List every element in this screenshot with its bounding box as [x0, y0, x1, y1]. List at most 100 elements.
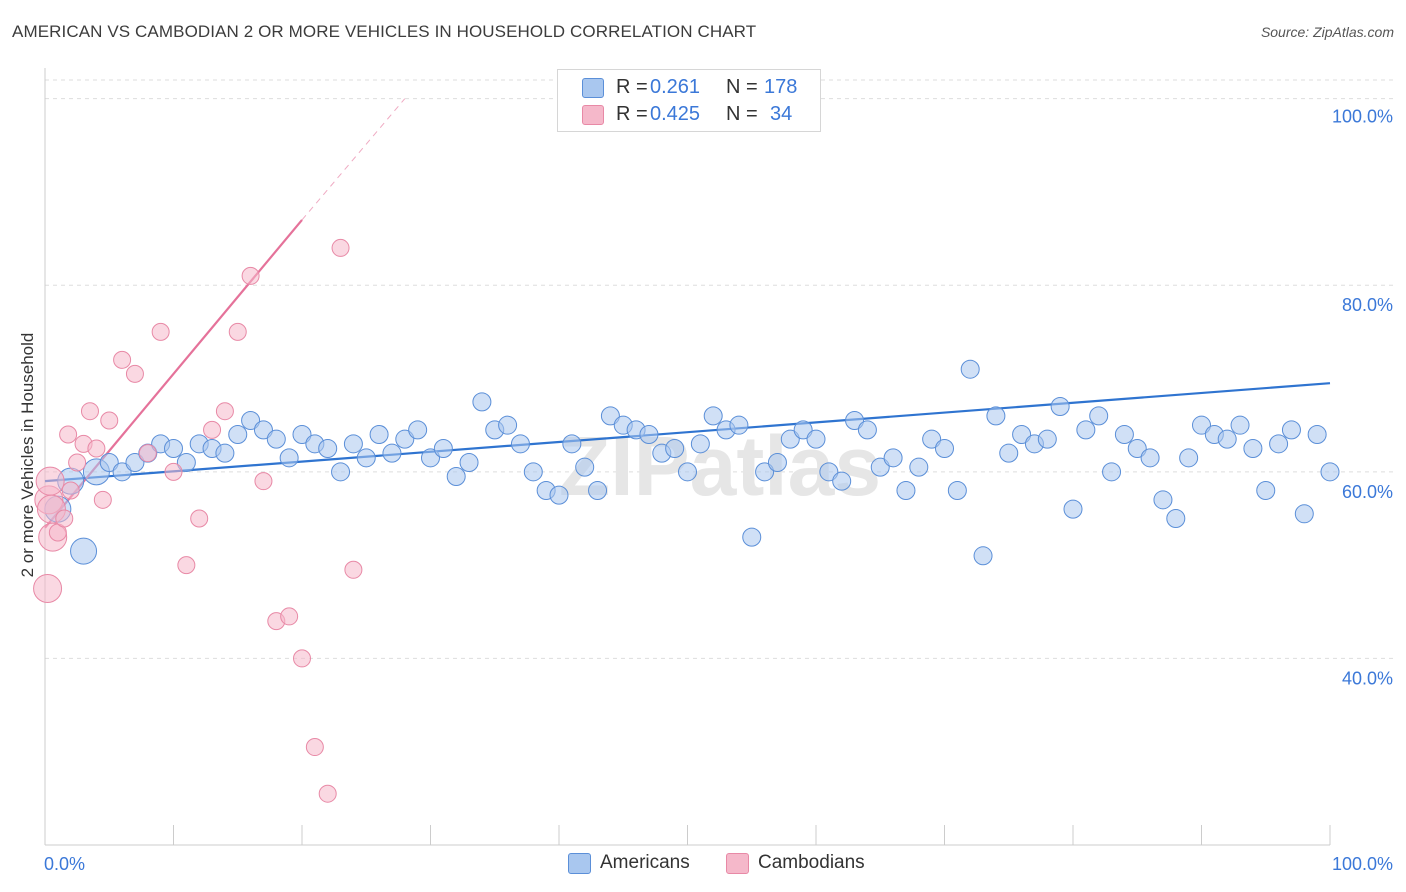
cambodians-point-24 — [228, 322, 247, 341]
americans-point-14 — [228, 425, 248, 445]
cambodians-r-value: 0.425 — [650, 103, 701, 125]
americans-point-30 — [433, 439, 453, 459]
americans-point-98 — [1307, 425, 1327, 445]
americans-point-5 — [112, 462, 132, 482]
americans-point-62 — [845, 411, 865, 431]
americans-point-88 — [1179, 448, 1199, 468]
americans-point-94 — [1256, 480, 1276, 500]
americans-point-50 — [690, 434, 710, 454]
americans-point-27 — [395, 429, 415, 449]
americans-point-75 — [1012, 425, 1032, 445]
americans-r-value: 0.261 — [650, 76, 701, 98]
cambodians-point-8 — [61, 481, 80, 500]
americans-n-value: 178 — [764, 76, 798, 98]
americans-point-54 — [742, 527, 762, 547]
cambodians-r-label: R = — [616, 103, 648, 125]
americans-point-79 — [1063, 499, 1083, 519]
americans-point-56 — [767, 453, 787, 472]
americans-point-83 — [1114, 425, 1134, 445]
cambodians-point-32 — [331, 238, 350, 257]
americans-points — [44, 359, 1340, 566]
americans-point-25 — [369, 425, 389, 445]
americans-point-95 — [1269, 434, 1289, 454]
stats-legend: R = 0.261 N = 178 R = 0.425 N = 34 — [557, 69, 821, 132]
americans-point-36 — [510, 434, 530, 454]
americans-point-22 — [331, 462, 351, 482]
cambodians-legend-swatch — [726, 853, 749, 874]
americans-point-6 — [125, 453, 145, 472]
cambodians-n-label: N = — [726, 103, 758, 125]
americans-point-35 — [498, 415, 518, 435]
americans-point-43 — [600, 406, 620, 426]
cambodians-point-19 — [164, 462, 183, 481]
americans-point-63 — [857, 420, 877, 440]
americans-point-71 — [960, 359, 980, 379]
americans-point-4 — [99, 453, 119, 472]
cambodians-point-18 — [151, 322, 170, 341]
americans-point-96 — [1281, 420, 1301, 440]
americans-point-19 — [292, 425, 312, 445]
x-tick-label-1: 100.0% — [1332, 854, 1393, 874]
americans-point-18 — [279, 448, 299, 468]
cambodians-point-25 — [241, 266, 260, 285]
americans-point-91 — [1217, 429, 1237, 449]
americans-point-33 — [472, 392, 492, 412]
cambodians-point-15 — [113, 350, 132, 369]
cambodians-point-29 — [293, 649, 311, 668]
y-axis-label: 2 or more Vehicles in Household — [18, 333, 37, 578]
cambodians-swatch — [582, 105, 604, 125]
americans-point-97 — [1294, 504, 1314, 524]
americans-point-89 — [1192, 415, 1211, 435]
axes — [44, 68, 1331, 846]
americans-point-73 — [986, 406, 1006, 426]
americans-legend-swatch — [568, 853, 591, 874]
tick-labels: 40.0% 60.0% 80.0% 100.0% 0.0% 100.0% — [44, 107, 1393, 874]
y-tick-label-1: 60.0% — [1342, 482, 1393, 502]
americans-point-13 — [215, 443, 235, 463]
americans-point-58 — [793, 420, 813, 440]
americans-point-16 — [253, 420, 273, 440]
cambodians-point-17 — [138, 444, 157, 463]
americans-point-65 — [883, 448, 903, 468]
americans-point-9 — [164, 439, 183, 459]
americans-point-28 — [408, 420, 428, 440]
cambodians-legend-label: Cambodians — [758, 852, 865, 873]
cambodians-point-33 — [344, 560, 363, 579]
americans-point-49 — [678, 462, 697, 482]
americans-point-40 — [562, 434, 582, 454]
cambodians-point-7 — [59, 425, 78, 444]
americans-point-57 — [780, 429, 800, 449]
americans-point-24 — [356, 448, 376, 468]
americans-point-81 — [1089, 406, 1109, 426]
cambodians-point-26 — [254, 472, 273, 491]
americans-point-99 — [1320, 462, 1340, 482]
americans-point-87 — [1166, 508, 1186, 528]
americans-point-55 — [755, 462, 775, 482]
americans-point-85 — [1140, 448, 1160, 468]
americans-point-92 — [1230, 415, 1250, 435]
americans-point-78 — [1050, 397, 1070, 417]
americans-point-32 — [459, 453, 479, 472]
cambodians-point-11 — [80, 402, 99, 421]
americans-point-2 — [70, 537, 98, 565]
americans-point-17 — [266, 429, 286, 449]
americans-point-41 — [575, 457, 595, 477]
cambodians-trendline-extension — [301, 98, 406, 221]
americans-point-93 — [1243, 439, 1263, 459]
americans-point-67 — [909, 457, 929, 477]
cambodians-point-28 — [280, 607, 299, 626]
americans-point-15 — [241, 411, 261, 431]
americans-point-69 — [935, 439, 954, 459]
americans-point-72 — [973, 546, 993, 566]
cambodians-point-14 — [100, 411, 119, 430]
americans-point-39 — [549, 485, 569, 505]
americans-point-26 — [382, 443, 402, 463]
americans-point-42 — [588, 480, 608, 500]
americans-point-46 — [639, 425, 659, 445]
americans-point-80 — [1076, 420, 1096, 440]
americans-point-66 — [896, 480, 916, 500]
americans-trendline — [44, 382, 1331, 483]
cambodians-point-22 — [203, 420, 222, 439]
source-label: Source: ZipAtlas.com — [1260, 24, 1394, 40]
